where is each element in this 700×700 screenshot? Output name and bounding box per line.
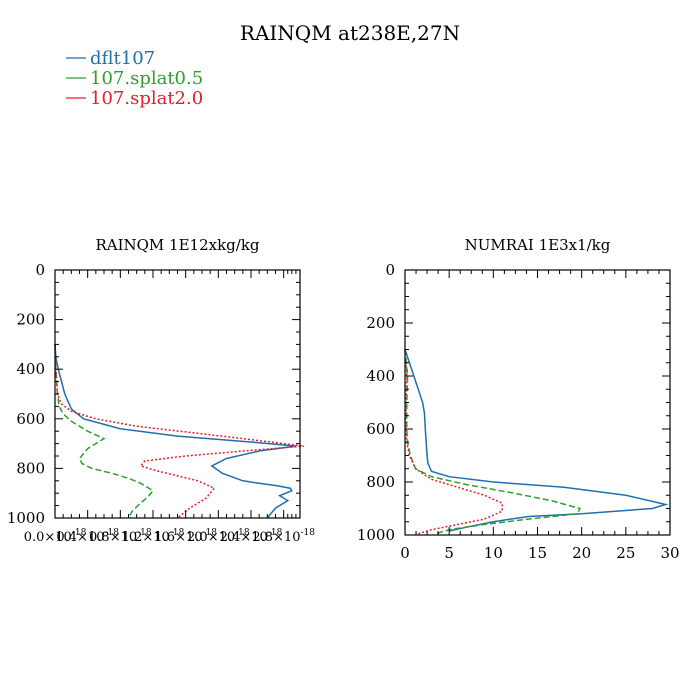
x-tick-label: 0.4×10-18 bbox=[56, 528, 119, 545]
x-tick-label: 1.6×10-18 bbox=[154, 528, 217, 545]
y-tick-label: 0 bbox=[35, 261, 45, 279]
y-tick-label: 800 bbox=[366, 473, 395, 491]
series-line-107-splat2-0 bbox=[54, 344, 305, 519]
panel-title: RAINQM 1E12xkg/kg bbox=[95, 236, 259, 254]
rainqm-panel: RAINQM 1E12xkg/kg 0 200 400 600 800 10000.0×10… bbox=[7, 236, 315, 545]
x-tick-label: 25 bbox=[616, 544, 635, 562]
figure-title: RAINQM at238E,27N bbox=[240, 21, 460, 45]
y-tick-label: 800 bbox=[16, 459, 45, 477]
y-tick-label: 1000 bbox=[7, 509, 45, 527]
panel-title: NUMRAI 1E3x1/kg bbox=[465, 236, 611, 254]
x-tick-label: 0 bbox=[400, 544, 410, 562]
legend-label-splat2-0: 107.splat2.0 bbox=[90, 88, 203, 109]
y-tick-label: 400 bbox=[366, 367, 395, 385]
y-tick-label: 400 bbox=[16, 360, 45, 378]
x-tick-label: 10 bbox=[484, 544, 503, 562]
x-tick-label: 0.8×10-18 bbox=[89, 528, 152, 545]
x-tick-label: 2.0×10-18 bbox=[187, 528, 250, 545]
x-tick-label: 30 bbox=[660, 544, 679, 562]
y-tick-label: 1000 bbox=[357, 526, 395, 544]
y-tick-label: 200 bbox=[366, 314, 395, 332]
x-tick-label: 15 bbox=[528, 544, 547, 562]
y-tick-label: 0 bbox=[385, 261, 395, 279]
y-tick-label: 600 bbox=[366, 420, 395, 438]
x-tick-label: 20 bbox=[572, 544, 591, 562]
series-line-107-splat0-5 bbox=[54, 344, 155, 519]
x-tick-label: 1.2×10-18 bbox=[122, 528, 185, 545]
series-line-dflt107 bbox=[54, 344, 297, 519]
legend: dflt107 107.splat0.5 107.splat2.0 bbox=[66, 48, 203, 109]
y-tick-label: 600 bbox=[16, 410, 45, 428]
x-tick-label: 5 bbox=[444, 544, 454, 562]
y-tick-label: 200 bbox=[16, 311, 45, 329]
series-line-dflt107 bbox=[404, 349, 669, 532]
series-line-107-splat0-5 bbox=[404, 349, 581, 535]
series-line-107-splat2-0 bbox=[404, 349, 503, 535]
x-tick-label: 2.4×10-18 bbox=[220, 528, 283, 545]
legend-label-splat0-5: 107.splat0.5 bbox=[90, 68, 203, 89]
plot-frame bbox=[404, 269, 671, 536]
plot-frame bbox=[54, 269, 301, 519]
x-tick-label: 0.0×10-18 bbox=[24, 528, 87, 545]
numrai-panel: NUMRAI 1E3x1/kg 0 200 400 600 800 1000 0 5 10 15 20… bbox=[357, 236, 680, 562]
legend-label-dflt107: dflt107 bbox=[90, 48, 155, 69]
x-tick-label: 2.8×10-18 bbox=[252, 528, 315, 545]
